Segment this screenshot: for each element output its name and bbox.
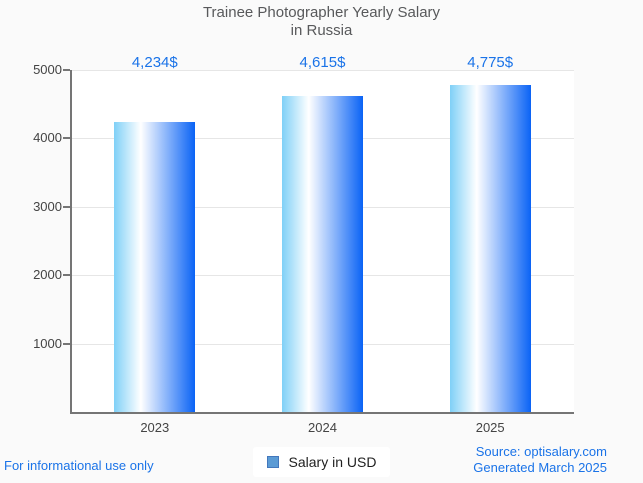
y-axis-label-2000: 2000 [33,267,62,282]
y-axis-tick-2000 [63,274,70,276]
value-label-2025: 4,775$ [467,54,514,71]
bar-2023[interactable] [114,122,196,412]
footer-source-block: Source: optisalary.com Generated March 2… [473,444,607,476]
y-axis-label-1000: 1000 [33,336,62,351]
bar-2024[interactable] [282,96,363,412]
legend: Salary in USD [0,447,643,477]
chart-title-line1: Trainee Photographer Yearly Salary [202,4,441,21]
y-axis-label-4000: 4000 [33,130,62,145]
x-axis-line [70,412,574,414]
source-text: Source: optisalary.com [475,444,607,459]
x-axis-label-2025: 2025 [475,420,505,435]
legend-box: Salary in USD [252,447,391,477]
y-axis-label-3000: 3000 [33,199,62,214]
y-axis-tick-4000 [63,137,70,139]
y-axis-label-5000: 5000 [33,62,62,77]
legend-label: Salary in USD [288,454,377,470]
y-axis-line [70,70,72,414]
value-label-2023: 4,234$ [131,54,178,71]
y-axis-tick-5000 [63,69,70,71]
bar-2025[interactable] [449,85,531,412]
value-label-2024: 4,615$ [299,54,346,71]
y-axis-tick-3000 [63,206,70,208]
generated-text: Generated March 2025 [473,460,607,475]
chart-title-line2: in Russia [290,22,353,39]
x-axis-label-2024: 2024 [308,420,337,435]
footer-note: For informational use only [4,458,154,473]
chart-title: Trainee Photographer Yearly Salary in Ru… [0,4,643,40]
x-axis-label-2023: 2023 [140,420,170,435]
y-axis-tick-1000 [63,343,70,345]
legend-marker-icon [266,456,279,468]
gridline-5000 [71,70,574,71]
